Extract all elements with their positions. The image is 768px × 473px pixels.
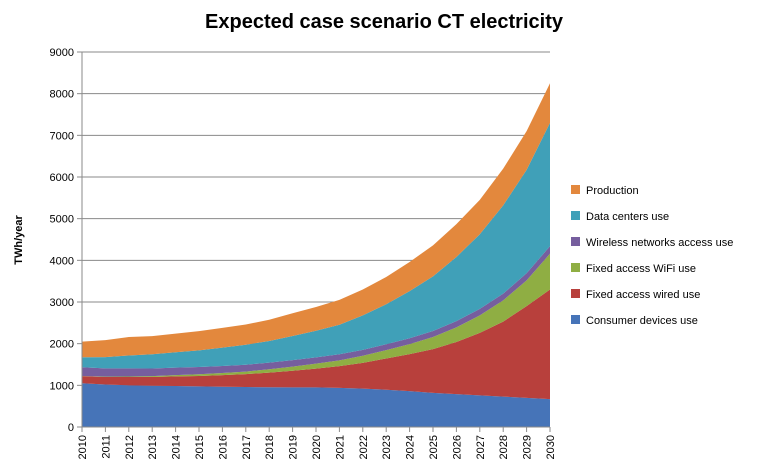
legend-label-fixed-access-wifi-use: Fixed access WiFi use: [586, 263, 696, 275]
y-tick-label: 9000: [50, 47, 74, 59]
x-tick-label: 2010: [77, 435, 89, 459]
x-tick-label: 2016: [217, 435, 229, 459]
area-fixed-access-wifi-use: [82, 253, 550, 377]
area-data-centers-use: [82, 122, 550, 369]
x-tick-label: 2022: [358, 435, 370, 459]
chart-title: Expected case scenario CT electricity: [205, 11, 564, 33]
x-tick-label: 2014: [171, 435, 183, 459]
y-tick-label: 5000: [50, 214, 74, 226]
y-tick-label: 6000: [50, 172, 74, 184]
x-tick-label: 2015: [194, 435, 206, 459]
x-tick-label: 2029: [522, 435, 534, 459]
x-tick-label: 2025: [428, 435, 440, 459]
x-tick-label: 2027: [475, 435, 487, 459]
legend-swatch-production: [571, 185, 580, 194]
legend-swatch-fixed-access-wifi-use: [571, 263, 580, 272]
y-tick-label: 1000: [50, 380, 74, 392]
legend-swatch-fixed-access-wired-use: [571, 289, 580, 298]
y-tick-label: 8000: [50, 89, 74, 101]
legend-swatch-consumer-devices-use: [571, 315, 580, 324]
x-tick-label: 2030: [545, 435, 557, 459]
x-tick-label: 2023: [381, 435, 393, 459]
legend-label-data-centers-use: Data centers use: [586, 211, 669, 223]
x-tick-label: 2028: [498, 435, 510, 459]
x-tick-label: 2017: [241, 435, 253, 459]
x-tick-label: 2018: [264, 435, 276, 459]
y-tick-label: 7000: [50, 130, 74, 142]
x-tick-label: 2012: [124, 435, 136, 459]
x-tick-label: 2021: [334, 435, 346, 459]
legend-swatch-data-centers-use: [571, 211, 580, 220]
x-tick-label: 2019: [288, 435, 300, 459]
y-axis-label: TWh/year: [13, 215, 25, 265]
area-consumer-devices-use: [82, 383, 550, 427]
x-tick-label: 2026: [451, 435, 463, 459]
y-tick-label: 4000: [50, 255, 74, 267]
x-tick-label: 2020: [311, 435, 323, 459]
legend: Production Data centers use Wireless netwo…: [571, 185, 733, 327]
x-tick-label: 2024: [405, 435, 417, 459]
area-fixed-access-wired-use: [82, 289, 550, 400]
y-tick-labels: 0 1000 2000 3000 4000 5000 6000 7000 8000 9000: [50, 47, 74, 434]
area-series-group: [82, 83, 550, 427]
y-tick-label: 2000: [50, 339, 74, 351]
legend-label-production: Production: [586, 185, 639, 197]
x-tick-label: 2013: [147, 435, 159, 459]
legend-label-consumer-devices-use: Consumer devices use: [586, 315, 698, 327]
y-tick-label: 0: [68, 422, 74, 434]
legend-label-fixed-access-wired-use: Fixed access wired use: [586, 289, 700, 301]
x-tick-labels: 2010 2011 2012 2013 2014 2015 2016 2017 2018 2019…: [77, 435, 557, 459]
legend-label-wireless-networks-access-use: Wireless networks access use: [586, 237, 733, 249]
y-tick-label: 3000: [50, 297, 74, 309]
x-tick-label: 2011: [100, 435, 112, 459]
legend-swatch-wireless-networks-access-use: [571, 237, 580, 246]
axes: [77, 51, 551, 432]
